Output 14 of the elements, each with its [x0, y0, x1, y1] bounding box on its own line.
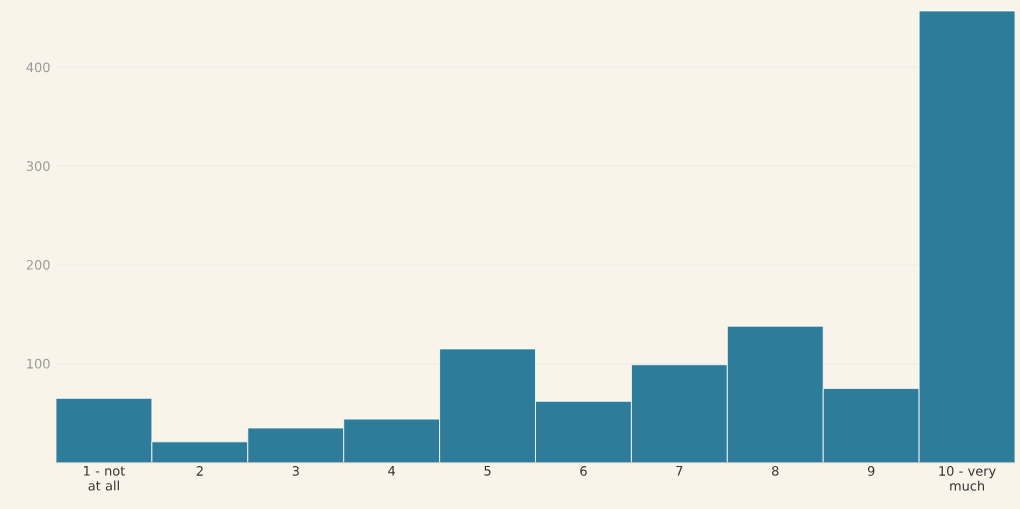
y-tick-label: 300	[26, 161, 50, 171]
x-tick-label: 2	[196, 465, 203, 476]
x-tick-label: 9	[867, 465, 875, 476]
x-tick-label: 8	[772, 465, 779, 476]
x-tick-label: 10 - very much	[939, 465, 996, 491]
x-tick-label: 7	[676, 465, 683, 476]
y-tick-label: 200	[26, 259, 50, 270]
x-tick-label: 6	[580, 465, 587, 476]
x-tick-label: 3	[292, 465, 299, 476]
x-tick-label: 1 - not at all	[84, 465, 125, 491]
y-tick-label: 400	[26, 62, 50, 72]
x-tick-label: 4	[388, 465, 396, 476]
y-tick-label: 100	[27, 358, 50, 369]
x-tick-label: 5	[484, 465, 491, 476]
